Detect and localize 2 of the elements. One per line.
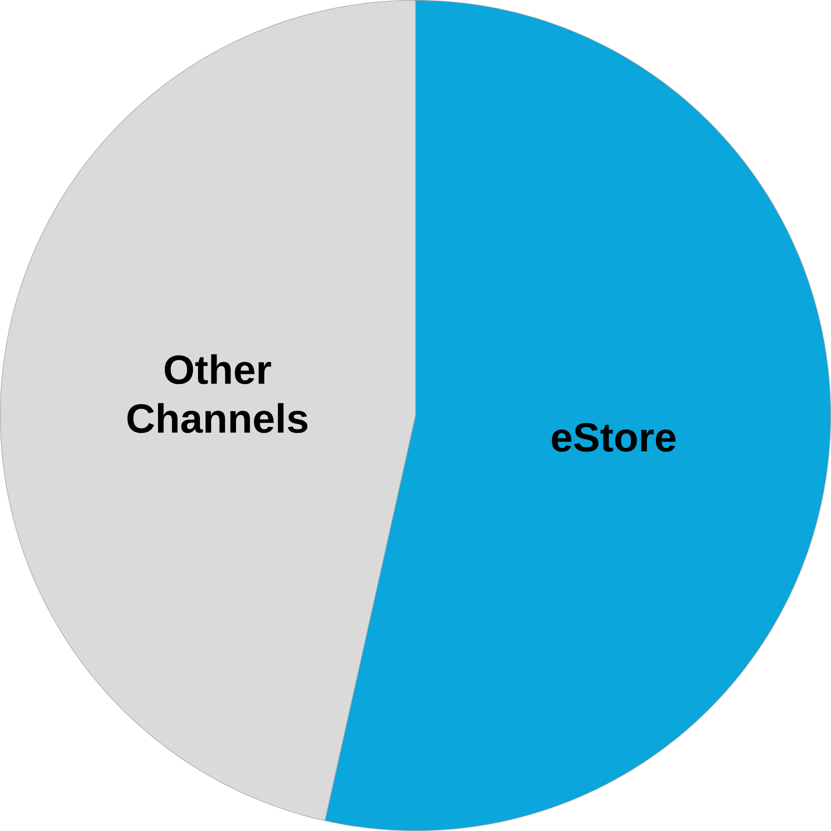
- slice-label: Other Channels: [127, 354, 308, 434]
- slice-label: eStore: [552, 422, 676, 452]
